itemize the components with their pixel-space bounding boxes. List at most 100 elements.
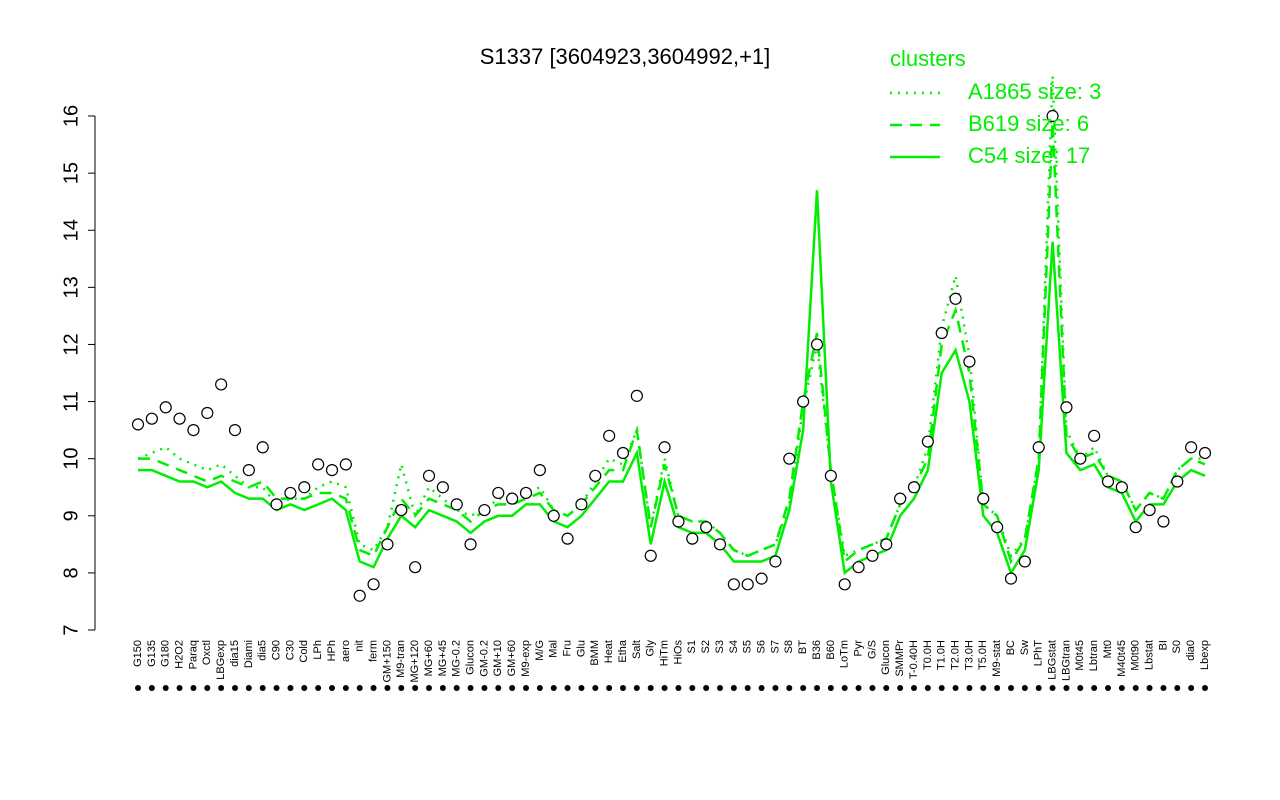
x-marker — [966, 685, 973, 691]
x-marker — [938, 685, 945, 691]
x-tick-label: B36 — [811, 640, 823, 660]
x-tick-label: Glu — [575, 640, 587, 657]
x-marker — [633, 685, 640, 691]
point — [339, 458, 352, 471]
x-tick-label: H2O2 — [173, 640, 185, 669]
x-marker — [578, 685, 585, 691]
x-marker — [342, 685, 349, 691]
x-marker — [661, 685, 668, 691]
x-marker — [606, 685, 613, 691]
x-tick-label: nit — [354, 640, 366, 652]
x-tick-label: GM+60 — [506, 640, 518, 676]
x-marker — [1035, 685, 1042, 691]
x-marker — [1105, 685, 1111, 691]
point — [644, 549, 657, 562]
x-tick-label: dia5 — [257, 640, 269, 661]
y-tick-label: 8 — [60, 567, 82, 578]
x-marker — [523, 685, 529, 691]
point — [436, 481, 449, 494]
x-tick-label: BMM — [589, 640, 601, 666]
x-marker — [232, 685, 238, 691]
x-tick-label: LoTm — [839, 640, 851, 668]
x-tick-label: S2 — [700, 640, 712, 653]
x-marker — [398, 685, 405, 691]
y-tick-label: 16 — [60, 105, 82, 127]
x-marker — [1063, 685, 1070, 691]
x-marker — [204, 685, 211, 691]
x-marker — [855, 685, 862, 691]
point — [312, 458, 325, 471]
x-marker — [176, 685, 183, 691]
x-tick-label: LBGexp — [215, 640, 227, 680]
x-marker — [356, 685, 363, 691]
point — [284, 486, 297, 500]
x-tick-label: M40t45 — [1116, 640, 1128, 677]
point — [797, 395, 810, 408]
point — [810, 338, 824, 351]
x-marker — [883, 685, 890, 691]
x-tick-label: GM+150 — [381, 640, 393, 683]
x-marker — [717, 685, 723, 691]
legend-label: B619 size: 6 — [968, 111, 1089, 136]
point — [492, 486, 505, 500]
point — [769, 555, 782, 568]
point — [450, 498, 463, 511]
point — [949, 292, 962, 305]
cluster-line — [138, 121, 1206, 565]
points — [131, 109, 1212, 602]
point — [755, 572, 768, 585]
x-marker — [952, 685, 959, 691]
point — [145, 412, 158, 425]
x-tick-label: SMMPr — [894, 640, 906, 677]
x-marker — [1021, 685, 1028, 691]
x-tick-label: BT — [797, 640, 809, 654]
x-tick-label: Lbexp — [1199, 640, 1211, 670]
x-marker — [245, 685, 252, 691]
x-marker — [994, 685, 1001, 691]
point — [215, 378, 228, 391]
point — [921, 435, 934, 448]
x-marker — [412, 685, 419, 691]
x-tick-label: aero — [340, 640, 352, 662]
x-marker — [453, 685, 460, 691]
point — [1115, 481, 1128, 494]
x-tick-label: GM-0.2 — [478, 640, 490, 677]
x-marker — [689, 685, 696, 691]
x-marker — [564, 685, 571, 691]
x-tick-label: Mt0 — [1102, 640, 1114, 658]
x-tick-label: LBGstat — [1046, 640, 1058, 680]
point — [1129, 521, 1142, 534]
point — [727, 578, 740, 591]
x-marker — [647, 685, 654, 691]
point — [1060, 401, 1073, 414]
x-tick-label: dia15 — [229, 640, 241, 667]
point — [700, 521, 713, 534]
x-tick-label: Cold — [298, 640, 310, 663]
x-marker — [841, 685, 848, 691]
point — [907, 481, 921, 494]
x-tick-label: BC — [1005, 640, 1017, 655]
point — [298, 481, 311, 494]
cluster-line — [138, 190, 1206, 576]
point — [547, 509, 560, 522]
x-marker — [1132, 685, 1139, 691]
x-tick-label: MG-0.2 — [451, 640, 463, 677]
x-marker — [536, 685, 543, 691]
point — [575, 498, 588, 511]
x-tick-label: LPh — [312, 640, 324, 660]
point — [381, 538, 394, 551]
x-marker — [467, 685, 474, 691]
x-tick-label: M0t90 — [1130, 640, 1142, 671]
y-tick-label: 14 — [60, 219, 82, 241]
x-tick-label: Glucon — [464, 640, 476, 675]
x-marker — [814, 685, 820, 691]
legend-label: C54 size: 17 — [968, 143, 1090, 168]
x-tick-label: B60 — [825, 640, 837, 660]
point — [1171, 475, 1184, 488]
point — [852, 561, 865, 574]
point — [256, 441, 269, 454]
point — [131, 418, 145, 431]
legend-title: clusters — [890, 46, 966, 71]
x-tick-label: LBGtran — [1060, 640, 1072, 681]
point — [991, 521, 1004, 534]
